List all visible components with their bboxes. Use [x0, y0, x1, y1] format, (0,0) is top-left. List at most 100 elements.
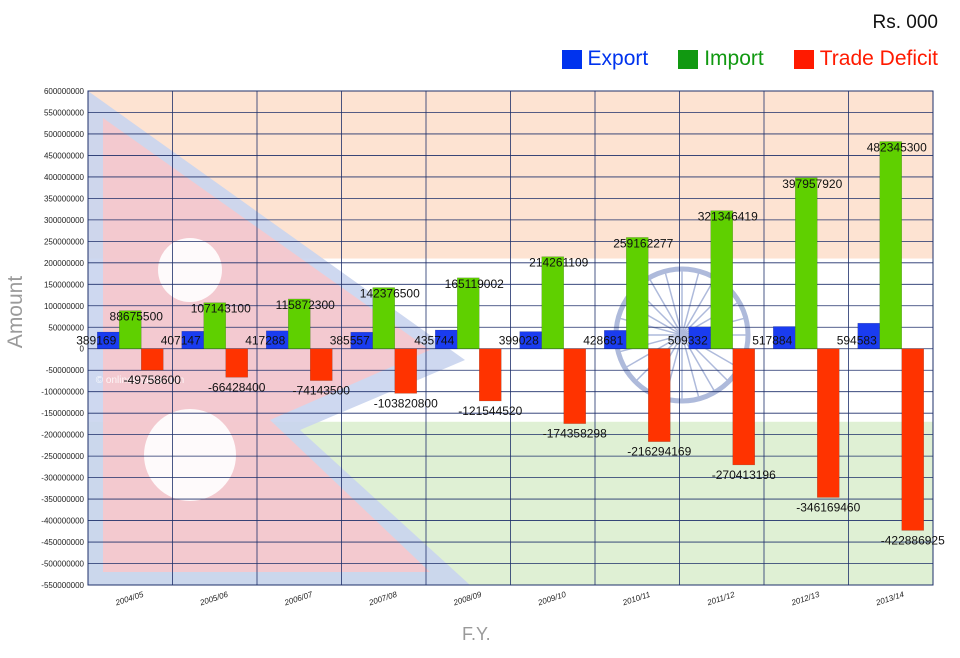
y-tick-label: 0 [80, 345, 85, 354]
y-tick-label: 400000000 [44, 173, 85, 182]
x-tick-label: 2010/11 [621, 590, 652, 608]
data-label-export: 399028 [499, 334, 539, 348]
y-tick-label: -500000000 [41, 560, 84, 569]
legend: Export Import Trade Deficit [532, 47, 938, 71]
y-tick-label: -550000000 [41, 581, 84, 590]
watermark-text: © onlinekhabar.com [746, 375, 835, 386]
legend-swatch-deficit [793, 49, 814, 69]
legend-item-export: Export [561, 47, 649, 71]
x-tick-label: 2007/08 [367, 590, 399, 608]
bar-deficit [648, 348, 671, 442]
y-tick-label: 300000000 [44, 216, 85, 225]
y-tick-label: 350000000 [44, 194, 85, 203]
bar-deficit [901, 348, 924, 531]
data-label-export: 385557 [330, 334, 370, 348]
wheel-spoke [664, 272, 700, 398]
bar-deficit [732, 348, 755, 466]
data-label-deficit: -103820800 [374, 396, 438, 410]
data-label-import: 259162277 [613, 236, 673, 250]
x-axis-ticks: 2004/05 2005/06 2006/07 2007/08 2008/09 2009/… [113, 590, 905, 608]
bars [97, 141, 924, 531]
data-label-export: 517884 [752, 334, 792, 348]
unit-label: Rs. 000 [872, 12, 938, 33]
data-label-deficit: -346169460 [796, 500, 860, 514]
flag-moon-emblem [158, 238, 222, 302]
data-label-deficit: -216294169 [627, 445, 691, 459]
y-tick-label: -400000000 [41, 517, 84, 526]
data-label-import: 482345300 [867, 141, 927, 155]
bar-import [288, 298, 311, 349]
data-label-export: 428681 [583, 334, 623, 348]
data-label-import: 321346419 [698, 210, 758, 224]
legend-item-import: Import [678, 47, 764, 71]
y-tick-label: 50000000 [48, 323, 84, 332]
data-label-export: 417288 [245, 334, 285, 348]
bar-import [626, 237, 649, 349]
data-label-import: 165119002 [445, 277, 505, 291]
x-tick-label: 2013/14 [874, 590, 906, 608]
watermark-text: © onlinekhabar.com [96, 375, 185, 386]
bar-import [372, 287, 395, 349]
data-label-import: 107143100 [191, 302, 251, 316]
data-label-deficit: -66428400 [208, 380, 266, 394]
y-tick-label: 450000000 [44, 151, 85, 160]
bar-deficit [817, 348, 840, 498]
bar-import [203, 302, 226, 349]
data-label-import: 88675500 [110, 310, 164, 324]
plot-frame [87, 90, 934, 586]
bar-deficit [225, 348, 248, 378]
legend-swatch-import [678, 49, 699, 69]
flag-sun-emblem [144, 409, 236, 501]
legend-label-export: Export [587, 47, 649, 70]
data-label-export: 435744 [414, 334, 454, 348]
x-tick-label: 2009/10 [536, 590, 568, 608]
x-tick-label: 2005/06 [198, 590, 230, 608]
data-label-import: 397957920 [782, 177, 842, 191]
bar-import [710, 210, 733, 349]
data-label-deficit: -422886925 [881, 533, 945, 547]
y-tick-label: 100000000 [44, 302, 85, 311]
data-label-export: 509332 [668, 334, 708, 348]
data-label-deficit: -270413196 [712, 468, 776, 482]
y-tick-label: -300000000 [41, 474, 84, 483]
y-axis-title: Amount [4, 275, 27, 349]
data-label-export: 407147 [161, 334, 201, 348]
wheel-spoke [636, 289, 728, 381]
data-label-deficit: -49758600 [124, 373, 182, 387]
x-tick-label: 2004/05 [113, 590, 145, 608]
bar-import [457, 277, 480, 349]
y-axis-ticks: -550000000-500000000-450000000-400000000… [41, 87, 84, 590]
x-tick-label: 2006/07 [282, 590, 314, 608]
y-tick-label: -200000000 [41, 431, 84, 440]
data-label-import: 115872300 [276, 298, 336, 312]
legend-swatch-export [561, 49, 582, 69]
y-tick-label: 550000000 [44, 108, 85, 117]
legend-item-deficit: Trade Deficit [793, 47, 938, 71]
wheel-spoke [649, 279, 715, 391]
y-tick-label: -100000000 [41, 388, 84, 397]
data-label-deficit: -121544520 [458, 404, 522, 418]
y-tick-label: 200000000 [44, 259, 85, 268]
bar-import [119, 310, 142, 349]
y-tick-label: -350000000 [41, 495, 84, 504]
bar-deficit [141, 348, 164, 371]
data-label-deficit: -74143500 [293, 384, 351, 398]
y-tick-label: 250000000 [44, 237, 85, 246]
data-label-import: 142376500 [360, 287, 420, 301]
y-tick-label: -250000000 [41, 452, 84, 461]
data-labels: 389169 407147 417288 385557 435744 399028 4286… [76, 141, 945, 548]
bar-import [879, 141, 902, 349]
y-tick-label: -150000000 [41, 409, 84, 418]
data-label-export: 594583 [837, 334, 877, 348]
y-tick-label: -50000000 [46, 366, 85, 375]
x-axis-title: F.Y. [462, 624, 491, 644]
y-tick-label: 600000000 [44, 87, 85, 96]
x-tick-label: 2012/13 [789, 590, 821, 608]
data-label-export: 389169 [76, 334, 116, 348]
data-label-deficit: -174358298 [543, 427, 607, 441]
wheel-spoke [664, 272, 700, 398]
x-tick-label: 2011/12 [705, 590, 736, 608]
x-tick-label: 2008/09 [451, 590, 483, 608]
bar-deficit [394, 348, 417, 394]
